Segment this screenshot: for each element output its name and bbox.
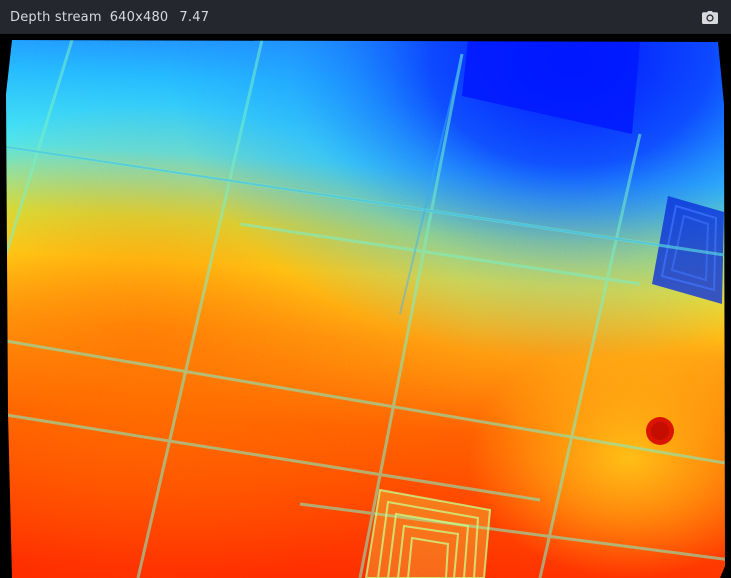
stream-titlebar: Depth stream 640x480 7.47 — [0, 0, 731, 34]
snapshot-button[interactable] — [701, 9, 719, 25]
stream-title: Depth stream — [10, 9, 102, 25]
depth-image-viewport[interactable] — [0, 34, 731, 578]
stream-fps: 7.47 — [179, 9, 210, 25]
depth-image — [6, 40, 725, 578]
camera-icon — [702, 10, 718, 24]
stream-resolution: 640x480 — [109, 9, 169, 25]
